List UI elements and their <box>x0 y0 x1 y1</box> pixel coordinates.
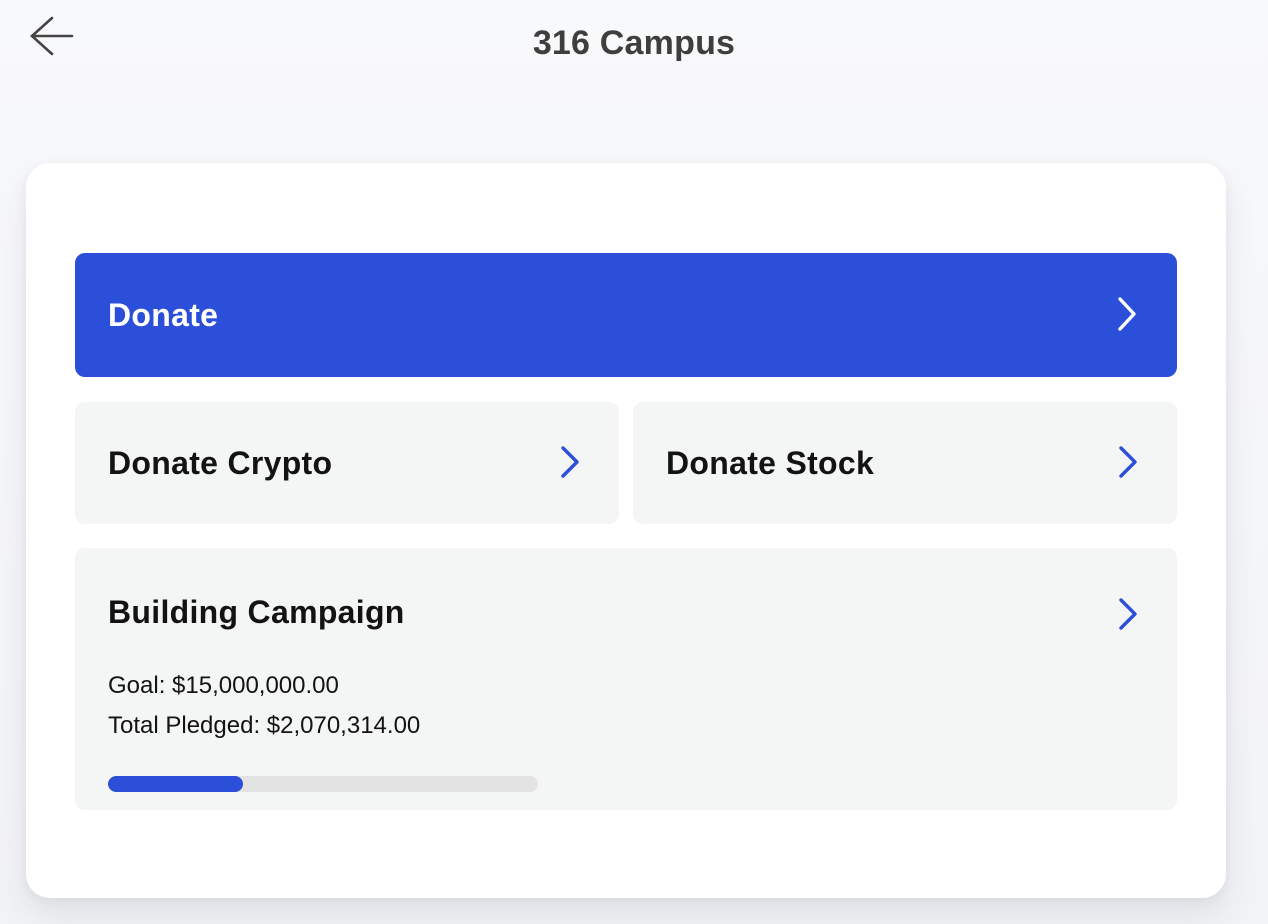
campaign-header: Building Campaign <box>108 590 1139 650</box>
progress-fill <box>108 776 244 792</box>
page-title: 316 Campus <box>532 24 736 62</box>
chevron-right-icon <box>1117 444 1139 483</box>
campaign-goal: Goal: $15,000,000.00 <box>108 672 339 699</box>
chevron-right-icon <box>559 444 581 483</box>
donate-crypto-button[interactable]: Donate Crypto <box>75 402 619 524</box>
campaign-title: Building Campaign <box>108 594 405 630</box>
building-campaign-card[interactable]: Building Campaign Goal: $15,000,000.00 T… <box>75 548 1177 810</box>
donate-stock-button[interactable]: Donate Stock <box>633 402 1177 524</box>
chevron-right-icon <box>1115 295 1139 336</box>
donate-crypto-label: Donate Crypto <box>108 444 333 481</box>
campaign-progress-bar <box>108 776 538 792</box>
donate-button[interactable]: Donate <box>75 253 1177 377</box>
donation-panel: Donate Donate Crypto Donate Stock <box>26 163 1226 898</box>
arrow-left-icon <box>28 16 74 59</box>
campaign-total-pledged: Total Pledged: $2,070,314.00 <box>108 712 421 739</box>
secondary-actions-row: Donate Crypto Donate Stock <box>75 402 1177 524</box>
donate-button-label: Donate <box>108 296 219 333</box>
header: 316 Campus <box>0 0 1268 80</box>
back-button[interactable] <box>27 15 75 59</box>
donate-stock-label: Donate Stock <box>666 444 875 481</box>
chevron-right-icon <box>1117 596 1139 650</box>
